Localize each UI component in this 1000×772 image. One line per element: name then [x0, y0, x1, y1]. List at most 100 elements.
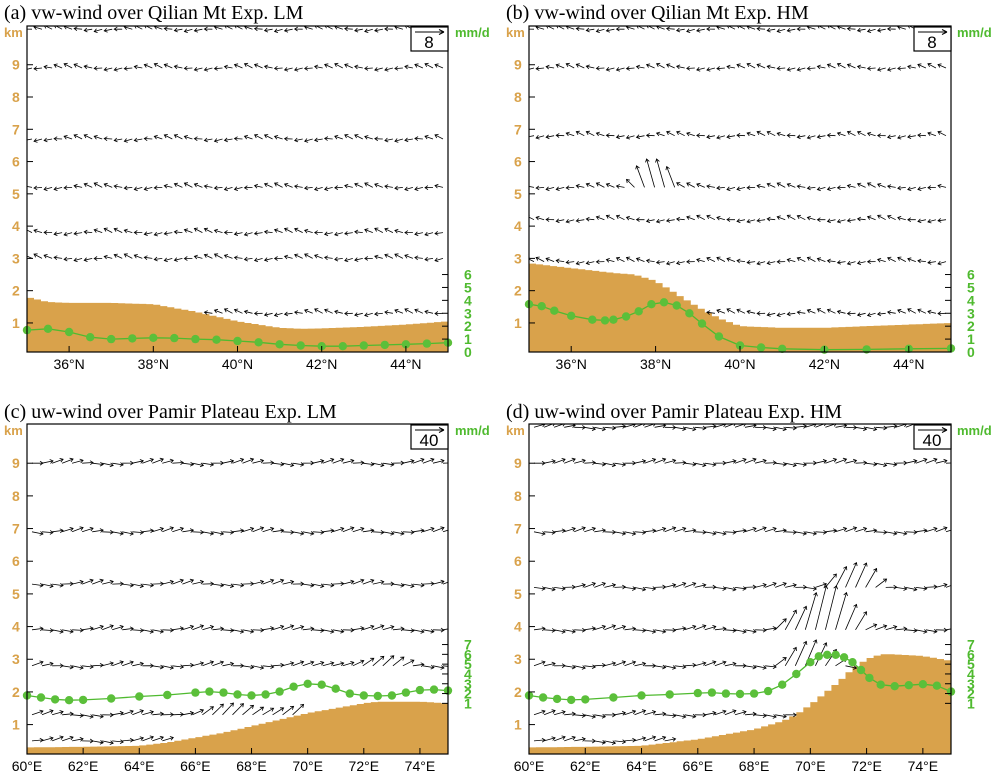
panel-a-wind-arrow [424, 62, 434, 69]
panel-a-wind-arrow [384, 227, 394, 233]
panel-d-wind-arrow [875, 462, 888, 468]
panel-d-wind-arrow [644, 663, 657, 669]
panel-a-wind-arrow [404, 137, 413, 143]
panel-c-left-tick-label: 6 [12, 553, 20, 569]
panel-c-precip-point [429, 685, 439, 694]
panel-d-wind-arrow [785, 425, 797, 431]
panel-a-wind-arrow [323, 231, 333, 237]
panel-b-wind-arrow [856, 27, 866, 33]
panel-b-precip-point [567, 311, 576, 320]
panel-c-wind-arrow [292, 581, 305, 587]
panel-b-wind-arrow [529, 67, 535, 72]
panel-a-wind-arrow [253, 134, 263, 140]
panel-b-wind-arrow [806, 135, 816, 140]
panel-b-wind-arrow [555, 63, 565, 69]
panel-c-wind-arrow [372, 529, 385, 535]
panel-d-wind-arrow [594, 713, 607, 719]
panel-d-wind-arrow [915, 586, 928, 591]
panel-d-precip-point [932, 681, 942, 690]
panel-d-x-tick-label: 68°E [739, 758, 770, 772]
panel-d-wind-arrow [875, 425, 888, 431]
panel-c-wind-arrow [92, 528, 104, 533]
panel-b-wind-arrow [635, 165, 645, 188]
panel-b-right-tick-label: 5 [967, 279, 975, 295]
panel-b-wind-arrow [726, 217, 736, 222]
panel-b-title: (b) vw-wind over Qilian Mt Exp. HM [506, 2, 809, 24]
panel-d-wind-arrow [815, 529, 828, 535]
panel-b-wind-arrow [816, 186, 826, 192]
panel-b-wind-arrow [575, 260, 585, 266]
panel-a-wind-arrow [63, 231, 73, 237]
panel-a-wind-arrow [213, 138, 223, 143]
panel-a-right-tick-label: 5 [464, 279, 472, 295]
panel-c-wind-arrow [382, 625, 395, 631]
panel-c-precip-point [233, 690, 242, 699]
panel-c-wind-arrow [112, 710, 124, 716]
panel-c-wind-arrow [412, 457, 425, 464]
panel-b-wind-arrow [826, 258, 836, 264]
panel-b-wind-arrow [927, 218, 937, 224]
panel-c-wind-arrow [142, 629, 155, 634]
panel-b-wind-arrow [696, 258, 705, 263]
panel-b-wind-arrow [736, 133, 746, 138]
panel-a-wind-arrow [233, 308, 243, 314]
panel-a-wind-arrow [424, 134, 434, 140]
panel-a-wind-arrow [223, 254, 233, 259]
panel-c-wind-arrow [372, 462, 385, 468]
panel-a-wind-arrow [263, 312, 273, 317]
panel-a-wind-arrow [334, 62, 343, 69]
panel-c-right-tick-label: 4 [464, 666, 472, 682]
panel-c-wind-arrow [232, 663, 245, 669]
panel-c-wind-arrow [162, 627, 175, 633]
panel-d-wind-arrow [835, 526, 848, 533]
panel-a-wind-arrow [263, 64, 273, 70]
panel-b-x-tick-label: 38°N [640, 356, 671, 372]
panel-a-precip-point [233, 336, 242, 346]
panel-a-wind-arrow [63, 135, 73, 140]
panel-b-wind-arrow [886, 184, 896, 189]
panel-d-wind-arrow [825, 424, 837, 428]
panel-b-wind-arrow [686, 65, 695, 71]
panel-c-wind-arrow [182, 710, 195, 716]
panel-a-wind-arrow [283, 67, 293, 72]
panel-c-wind-arrow [92, 740, 104, 745]
panel-c-wind-arrow [232, 703, 245, 716]
panel-a-precip-point [212, 335, 221, 344]
panel-a-precip-point [149, 333, 158, 342]
panel-d-wind-arrow [865, 528, 878, 533]
panel-a-wind-arrow [73, 134, 83, 140]
panel-c-x-tick-label: 70°E [292, 758, 323, 772]
panel-d-wind-arrow [855, 426, 868, 432]
panel-a-wind-arrow [173, 27, 183, 33]
panel-b-wind-arrow [917, 258, 926, 264]
panel-d-wind-arrow [724, 530, 737, 535]
panel-b-wind-arrow [856, 182, 866, 188]
panel-d-wind-arrow [634, 424, 646, 428]
panel-b-wind-arrow [897, 135, 906, 140]
panel-b-wind-arrow [625, 215, 635, 221]
panel-d-wind-arrow [704, 584, 717, 590]
panel-d-wind-arrow [574, 583, 586, 588]
panel-a-wind-arrow [224, 26, 233, 30]
panel-b-wind-arrow [635, 257, 645, 262]
panel-c-wind-arrow [362, 461, 375, 467]
panel-a-wind-arrow [223, 186, 233, 192]
panel-a-wind-arrow [33, 185, 43, 191]
panel-b-wind-arrow [625, 256, 635, 262]
panel-d-wind-arrow [714, 460, 727, 466]
panel-d-wind-arrow [895, 626, 908, 632]
panel-a-wind-arrow [384, 26, 393, 32]
panel-a-wind-arrow [103, 67, 113, 72]
panel-a-wind-arrow [43, 254, 53, 259]
panel-b-right-tick-label: 2 [967, 318, 975, 334]
panel-b-wind-arrow [826, 308, 836, 314]
panel-d-wind-arrow [664, 627, 677, 633]
panel-d-wind-arrow [544, 459, 556, 464]
panel-a-wind-arrow [143, 136, 153, 142]
panel-d-wind-arrow [644, 735, 657, 742]
panel-c-wind-arrow [162, 526, 174, 533]
panel-b-wind-arrow [907, 186, 916, 192]
panel-a-wind-arrow [133, 230, 143, 235]
panel-b-wind-arrow [846, 218, 856, 223]
panel-b-wind-arrow [756, 130, 766, 137]
